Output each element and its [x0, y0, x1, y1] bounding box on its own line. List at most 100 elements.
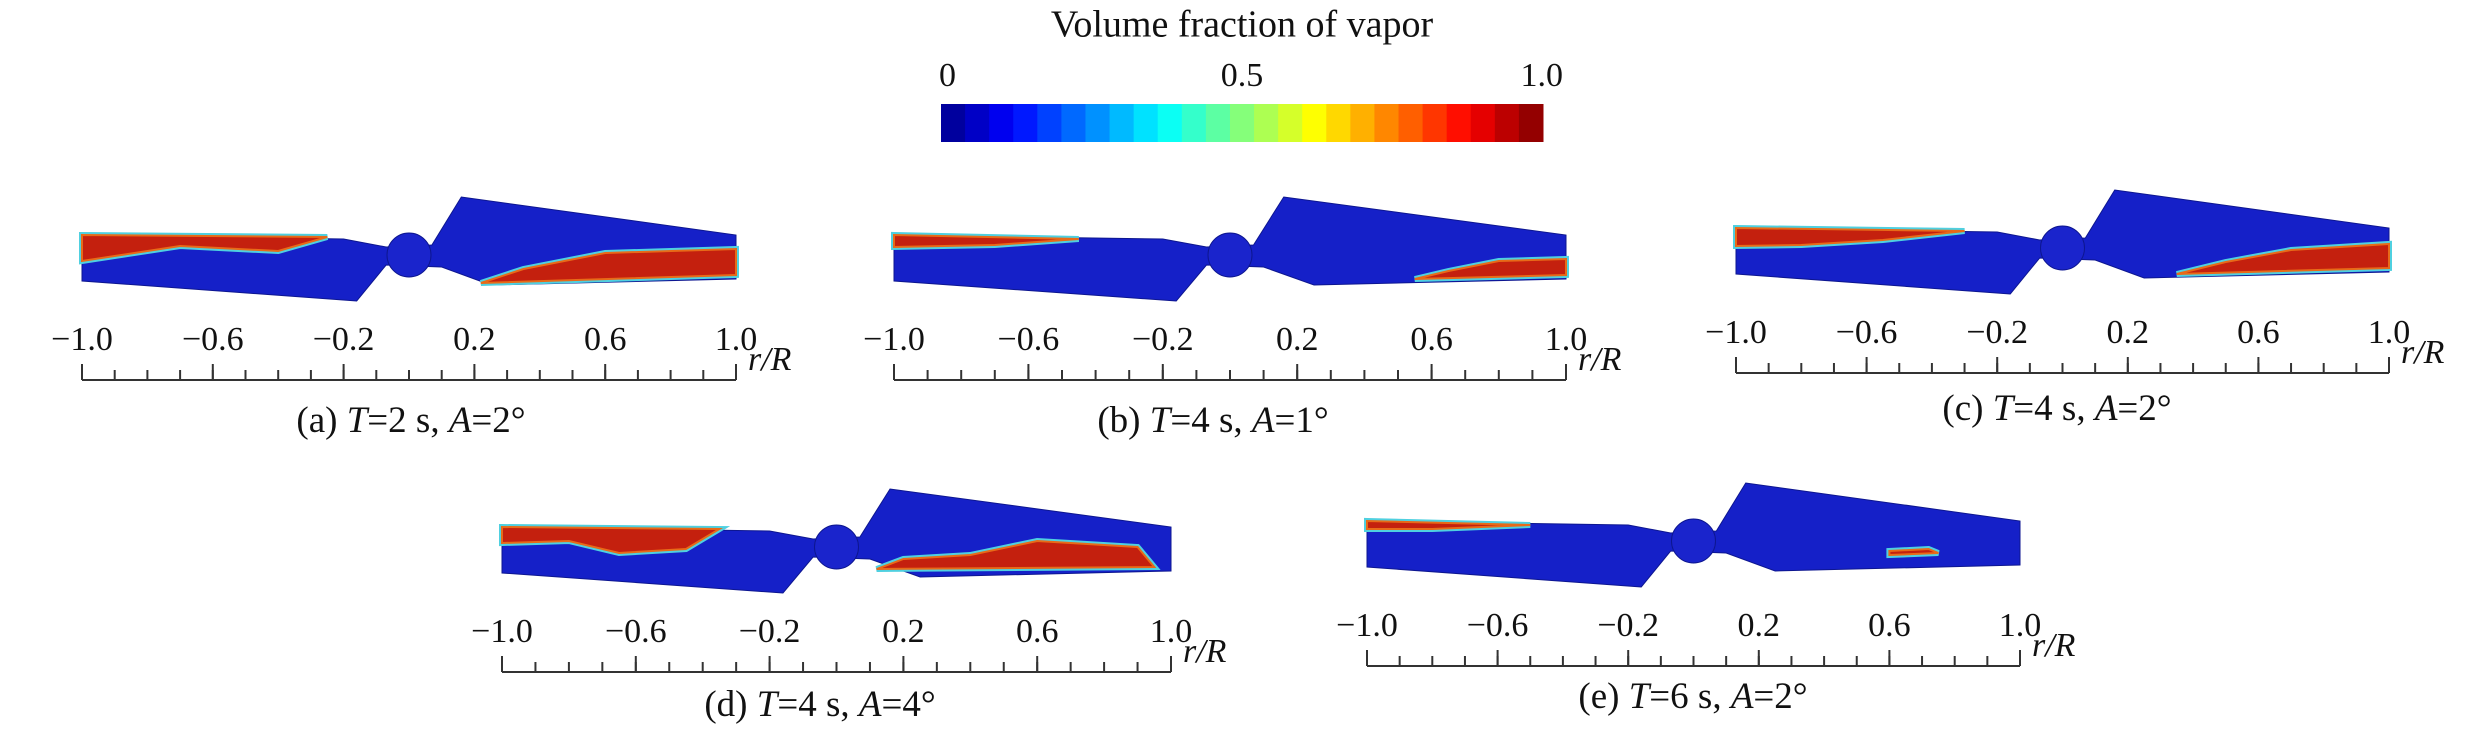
- colorbar-step: [1205, 104, 1231, 142]
- cavity: [876, 539, 1157, 570]
- axis-label: r/R: [1183, 633, 1227, 670]
- caption-part: A: [856, 684, 882, 725]
- colorbar-step: [1085, 104, 1111, 142]
- hub: [1671, 518, 1716, 564]
- caption: (b) T=4 s, A=1°: [1097, 400, 1328, 441]
- colorbar-tick-label: 0.5: [1221, 57, 1264, 94]
- colorbar-tick-label: 0: [939, 57, 956, 94]
- hub: [814, 524, 859, 570]
- cavity: [2176, 242, 2390, 275]
- caption-part: =4°: [881, 684, 935, 725]
- tick-label: 1.0: [715, 321, 758, 358]
- axis-label: r/R: [2401, 334, 2445, 371]
- caption-part: =4 s,: [777, 684, 859, 725]
- cavity: [1366, 519, 1531, 530]
- caption-part: (d): [704, 684, 756, 725]
- tick-label: −1.0: [471, 613, 533, 650]
- caption: (d) T=4 s, A=4°: [704, 684, 935, 725]
- colorbar-step: [1061, 104, 1086, 142]
- hub: [2040, 225, 2085, 271]
- cavity: [480, 247, 737, 284]
- cavity: [893, 233, 1079, 249]
- tick-label: −0.6: [1467, 607, 1529, 644]
- colorbar-step: [1181, 104, 1207, 142]
- axis-label: r/R: [1578, 341, 1622, 378]
- tick-label: −0.6: [1836, 314, 1898, 351]
- colorbar-title: Volume fraction of vapor: [1051, 4, 1434, 46]
- caption-part: A: [2092, 388, 2118, 429]
- axis-label: r/R: [748, 341, 792, 378]
- tick-label: −1.0: [1705, 314, 1767, 351]
- colorbar-step: [1254, 104, 1279, 142]
- caption-part: =2 s,: [367, 400, 449, 441]
- cavity: [1888, 547, 1939, 557]
- caption-part: T: [1993, 388, 2016, 429]
- caption-part: =2°: [2117, 388, 2171, 429]
- caption-part: =2°: [1753, 676, 1807, 717]
- caption-part: =1°: [1274, 400, 1328, 441]
- tick-label: 1.0: [1545, 321, 1588, 358]
- tick-label: −0.2: [313, 321, 375, 358]
- tick-label: 1.0: [2368, 314, 2411, 351]
- tick-label: −0.6: [182, 321, 244, 358]
- colorbar-step: [1518, 104, 1544, 142]
- colorbar-step: [1157, 104, 1183, 142]
- tick-label: −0.6: [998, 321, 1060, 358]
- caption-part: A: [1728, 676, 1754, 717]
- colorbar-step: [1229, 104, 1255, 142]
- colorbar-step: [1494, 104, 1520, 142]
- caption-part: (e): [1578, 676, 1628, 717]
- tick-label: 0.6: [2237, 314, 2280, 351]
- colorbar-step: [1446, 104, 1472, 142]
- caption: (a) T=2 s, A=2°: [296, 400, 525, 441]
- colorbar-step: [1350, 104, 1375, 142]
- caption-part: =4 s,: [1170, 400, 1252, 441]
- tick-label: 0.6: [1410, 321, 1453, 358]
- cavity: [1735, 226, 1965, 248]
- panel: −1.0 −0.6 −0.2 0.2 0.6 1.0r/R (c) T=4 s, A=2°: [1705, 189, 2445, 429]
- tick-label: −0.2: [1966, 314, 2028, 351]
- colorbar-step: [1302, 104, 1327, 142]
- tick-label: −0.2: [1597, 607, 1659, 644]
- tick-label: 0.2: [882, 613, 925, 650]
- caption-part: T: [347, 400, 370, 441]
- tick-label: −1.0: [1336, 607, 1398, 644]
- hub: [1207, 232, 1253, 278]
- tick-label: −0.6: [605, 613, 667, 650]
- tick-label: 1.0: [1150, 613, 1193, 650]
- caption-part: A: [1249, 400, 1275, 441]
- colorbar-step: [1422, 104, 1448, 142]
- tick-label: 0.2: [453, 321, 496, 358]
- cavity: [1414, 257, 1567, 280]
- colorbar-tick-label: 1.0: [1521, 57, 1564, 94]
- colorbar-step: [1013, 104, 1038, 142]
- tick-label: 1.0: [1999, 607, 2042, 644]
- axis-label: r/R: [2032, 627, 2076, 664]
- caption-part: (b): [1097, 400, 1149, 441]
- colorbar-step: [1470, 104, 1496, 142]
- tick-label: 0.6: [584, 321, 627, 358]
- colorbar-step: [1374, 104, 1400, 142]
- cavity: [81, 233, 328, 263]
- caption-part: =6 s,: [1649, 676, 1731, 717]
- tick-label: 0.2: [1738, 607, 1781, 644]
- panel: −1.0 −0.6 −0.2 0.2 0.6 1.0r/R (e) T=6 s, A=2°: [1336, 482, 2076, 717]
- tick-label: −0.2: [739, 613, 801, 650]
- caption: (c) T=4 s, A=2°: [1942, 388, 2171, 429]
- caption-part: T: [1150, 400, 1173, 441]
- colorbar-step: [1037, 104, 1062, 142]
- caption-part: (c): [1942, 388, 1992, 429]
- colorbar-step: [1398, 104, 1424, 142]
- caption-part: T: [757, 684, 780, 725]
- colorbar-step: [1133, 104, 1159, 142]
- cavity: [501, 525, 723, 555]
- caption-part: =4 s,: [2013, 388, 2095, 429]
- colorbar-step: [1109, 104, 1135, 142]
- tick-label: 0.6: [1016, 613, 1059, 650]
- panel: −1.0 −0.6 −0.2 0.2 0.6 1.0r/R (b) T=4 s, A=1°: [863, 196, 1622, 441]
- tick-label: 0.2: [1276, 321, 1319, 358]
- panel: −1.0 −0.6 −0.2 0.2 0.6 1.0r/R (d) T=4 s, A=4°: [471, 488, 1227, 725]
- caption-part: A: [446, 400, 472, 441]
- colorbar-step: [1326, 104, 1351, 142]
